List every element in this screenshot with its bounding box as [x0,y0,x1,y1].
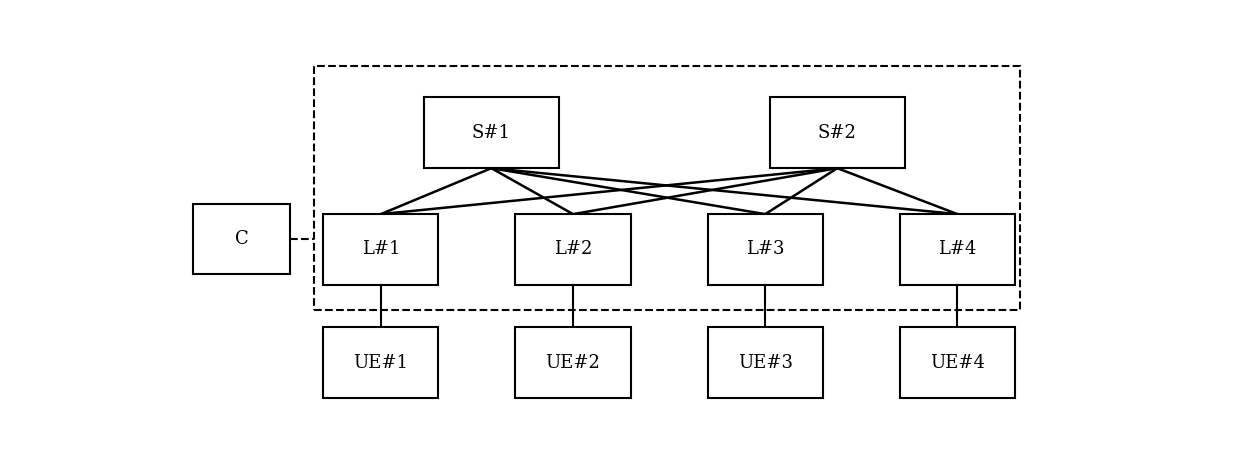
Bar [193,203,290,274]
Bar [516,214,631,285]
Text: C: C [234,230,248,248]
Text: UE#1: UE#1 [353,353,408,372]
Bar [424,97,559,168]
Bar [708,327,823,398]
Bar [708,214,823,285]
Text: UE#4: UE#4 [930,353,985,372]
Bar [900,327,1016,398]
Bar [324,214,439,285]
Text: S#2: S#2 [818,124,857,142]
Text: UE#2: UE#2 [546,353,600,372]
Bar [516,327,631,398]
Text: L#4: L#4 [939,241,977,258]
Bar [314,66,1021,309]
Text: L#3: L#3 [746,241,785,258]
Bar [770,97,904,168]
Text: L#1: L#1 [362,241,401,258]
Bar [900,214,1016,285]
Text: UE#3: UE#3 [738,353,792,372]
Bar [324,327,439,398]
Text: S#1: S#1 [472,124,511,142]
Text: L#2: L#2 [554,241,593,258]
